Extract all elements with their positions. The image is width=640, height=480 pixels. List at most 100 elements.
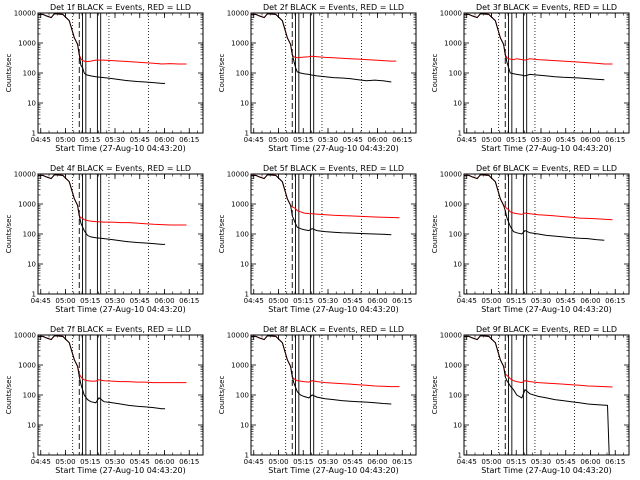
y-tick-label: 1	[245, 130, 249, 138]
y-tick-label: 10000	[14, 332, 36, 340]
y-tick-label: 1000	[444, 362, 462, 370]
x-tick-label: 05:30	[531, 297, 551, 305]
y-tick-label: 1	[32, 130, 36, 138]
panel-title: Det 9f BLACK = Events, RED = LLD	[476, 325, 617, 334]
x-axis-title: Start Time (27-Aug-10 04:43:20)	[268, 305, 399, 314]
x-tick-label: 05:15	[293, 136, 313, 144]
y-tick-label: 10000	[14, 10, 36, 18]
x-axis-title: Start Time (27-Aug-10 04:43:20)	[55, 305, 186, 314]
x-axis-title: Start Time (27-Aug-10 04:43:20)	[481, 466, 612, 475]
x-tick-label: 04:45	[457, 458, 477, 466]
x-tick-label: 05:45	[556, 458, 576, 466]
x-tick-label: 04:45	[244, 458, 264, 466]
series-lld-line	[464, 335, 613, 388]
panel-det-7: 1 10 100 1000 10000 04:45 05:00 05:15 05:30 05:45…	[5, 325, 204, 475]
y-tick-label: 10000	[227, 171, 249, 179]
y-tick-label: 1	[458, 130, 462, 138]
panel-det-9: 1 10 100 1000 10000 04:45 05:00 05:15 05:30 05:45…	[431, 325, 630, 475]
x-axis-title: Start Time (27-Aug-10 04:43:20)	[481, 305, 612, 314]
y-axis-title: Counts/sec	[431, 54, 439, 93]
x-tick-label: 06:00	[367, 458, 387, 466]
x-tick-label: 05:00	[268, 458, 288, 466]
y-tick-label: 1000	[231, 362, 249, 370]
x-tick-label: 05:45	[343, 136, 363, 144]
y-tick-label: 1000	[231, 40, 249, 48]
x-axis-title: Start Time (27-Aug-10 04:43:20)	[55, 466, 186, 475]
x-tick-label: 04:45	[457, 297, 477, 305]
series-lld-line	[38, 174, 187, 226]
series-events-line	[464, 335, 610, 456]
y-tick-label: 10	[27, 100, 36, 108]
y-tick-label: 10000	[440, 10, 462, 18]
x-tick-label: 05:30	[318, 136, 338, 144]
panel-title: Det 3f BLACK = Events, RED = LLD	[476, 3, 617, 12]
series-lld-line	[251, 335, 400, 388]
x-tick-label: 05:45	[343, 297, 363, 305]
y-tick-label: 1000	[18, 201, 36, 209]
y-tick-label: 10	[453, 261, 462, 269]
series-events-line	[251, 335, 392, 405]
x-tick-label: 05:00	[268, 297, 288, 305]
panel-det-5: 1 10 100 1000 10000 04:45 05:00 05:15 05:30 05:45…	[218, 164, 417, 314]
panel-title: Det 6f BLACK = Events, RED = LLD	[476, 164, 617, 173]
x-tick-label: 06:15	[605, 297, 625, 305]
x-tick-label: 05:30	[105, 136, 125, 144]
series-lld-line	[251, 13, 397, 62]
series-events-line	[251, 174, 392, 236]
y-axis-title: Counts/sec	[218, 376, 226, 415]
x-tick-label: 05:30	[318, 458, 338, 466]
y-tick-label: 1	[458, 291, 462, 299]
x-tick-label: 05:00	[481, 458, 501, 466]
y-tick-label: 1	[245, 291, 249, 299]
x-tick-label: 05:15	[293, 297, 313, 305]
x-tick-label: 05:30	[531, 458, 551, 466]
x-tick-label: 05:30	[105, 458, 125, 466]
plot-frame	[250, 334, 417, 456]
x-tick-label: 05:45	[130, 297, 150, 305]
y-tick-label: 10000	[440, 171, 462, 179]
y-tick-label: 100	[449, 231, 462, 239]
y-tick-label: 10	[240, 100, 249, 108]
x-tick-label: 05:00	[481, 136, 501, 144]
x-tick-label: 05:15	[80, 136, 100, 144]
x-tick-label: 05:30	[105, 297, 125, 305]
x-tick-label: 06:00	[580, 136, 600, 144]
y-tick-label: 1000	[18, 362, 36, 370]
x-tick-label: 05:45	[130, 136, 150, 144]
plot-frame	[37, 173, 204, 295]
series-events-line	[464, 13, 605, 81]
y-tick-label: 100	[23, 70, 36, 78]
plot-frame	[463, 334, 630, 456]
y-tick-label: 10	[453, 100, 462, 108]
panel-det-8: 1 10 100 1000 10000 04:45 05:00 05:15 05:30 05:45…	[218, 325, 417, 475]
panel-det-4: 1 10 100 1000 10000 04:45 05:00 05:15 05:30 05:45…	[5, 164, 204, 314]
x-tick-label: 04:45	[244, 297, 264, 305]
y-tick-label: 10	[240, 422, 249, 430]
y-axis-title: Counts/sec	[431, 215, 439, 254]
x-tick-label: 05:00	[55, 136, 75, 144]
panel-title: Det 4f BLACK = Events, RED = LLD	[50, 164, 191, 173]
x-axis-title: Start Time (27-Aug-10 04:43:20)	[481, 144, 612, 153]
plot-frame	[37, 334, 204, 456]
y-tick-label: 1	[458, 452, 462, 460]
panel-det-6: 1 10 100 1000 10000 04:45 05:00 05:15 05:30 05:45…	[431, 164, 630, 314]
series-events-line	[38, 335, 166, 410]
plot-frame	[250, 173, 417, 295]
x-tick-label: 05:45	[556, 136, 576, 144]
panel-title: Det 7f BLACK = Events, RED = LLD	[50, 325, 191, 334]
y-tick-label: 100	[449, 70, 462, 78]
x-tick-label: 06:15	[605, 458, 625, 466]
x-tick-label: 05:45	[343, 458, 363, 466]
series-lld-line	[251, 174, 400, 219]
series-events-line	[38, 13, 166, 84]
x-tick-label: 06:15	[179, 297, 199, 305]
x-tick-label: 06:15	[392, 297, 412, 305]
x-tick-label: 06:00	[154, 458, 174, 466]
y-tick-label: 10000	[227, 10, 249, 18]
x-tick-label: 05:15	[506, 297, 526, 305]
series-lld-line	[38, 335, 187, 384]
plot-frame	[250, 12, 417, 134]
x-tick-label: 05:30	[318, 297, 338, 305]
x-tick-label: 06:00	[154, 297, 174, 305]
